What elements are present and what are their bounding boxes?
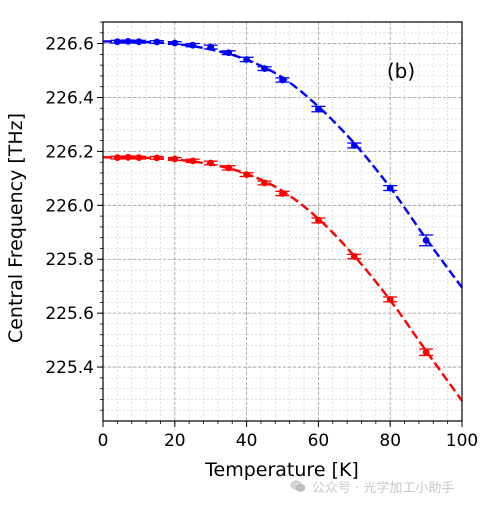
marker [243,171,251,178]
data-point-series-2 [419,348,434,357]
marker [315,105,322,113]
y-tick-label: 226.4 [45,88,94,108]
data-point-series-1 [149,38,164,46]
marker [207,159,215,167]
y-tick-label: 225.4 [45,358,94,378]
marker [189,157,197,165]
plot-frame [102,21,463,422]
marker [350,253,358,260]
x-tick-label: 60 [308,431,330,451]
panel-label: (b) [387,59,415,83]
data-point-series-2 [311,217,326,224]
data-point-series-2 [239,171,254,178]
data-point-series-1 [257,65,272,73]
x-tick-label: 100 [446,431,478,451]
data-point-series-1 [311,105,326,113]
marker [243,56,251,63]
marker [124,153,132,161]
data-point-series-1 [203,43,218,51]
marker [279,76,286,84]
ticks [97,21,463,427]
data-point-series-1 [239,56,254,63]
marker [225,49,233,57]
marker [386,296,394,303]
y-tick-label: 226.6 [45,35,94,55]
marker [124,38,132,45]
marker [225,164,233,172]
data-point-series-2 [203,159,218,167]
y-axis-label: Central Frequency [THz] [5,113,27,343]
y-tick-label: 225.6 [45,304,94,324]
y-tick-label: 226.0 [45,196,94,216]
marker [153,154,161,162]
data-point-series-2 [131,154,146,162]
watermark-text: 公众号 · 光学加工小助手 [312,480,455,496]
data-point-series-2 [275,190,290,197]
marker [113,38,121,46]
data-point-series-1 [185,41,200,49]
data-point-series-2 [347,253,362,260]
data-point-series-1 [347,142,362,149]
axes-frame [102,21,463,422]
marker [315,217,322,224]
x-axis-label: Temperature [K] [204,459,359,481]
x-tick-label: 80 [379,431,401,451]
marker [422,348,430,356]
data-point-series-2 [257,179,272,187]
marker [135,154,143,162]
marker [189,41,197,49]
marker [171,39,179,47]
wechat-icon [290,480,306,492]
marker [279,190,286,197]
marker [261,65,268,73]
data-point-series-2 [185,157,200,165]
marker [153,38,161,46]
plot-background [103,22,462,421]
marker [113,154,121,162]
marker [135,38,143,46]
x-tick-label: 40 [236,431,258,451]
data-points [110,38,434,357]
marker [350,142,358,149]
data-point-series-1 [221,49,236,57]
data-point-series-2 [221,164,236,172]
data-point-series-2 [167,155,182,163]
tick-labels: 0 20 40 60 80 100 225.4 225.6 225.8 226.0 226.2 226… [45,35,478,451]
marker [171,155,179,163]
marker [422,236,430,244]
x-tick-label: 20 [164,431,186,451]
data-point-series-2 [149,154,164,162]
marker [207,43,215,51]
marker [386,184,394,192]
marker [261,179,268,187]
plot-area [103,22,462,421]
data-point-series-1 [167,39,182,47]
data-point-series-2 [383,296,398,303]
y-tick-label: 226.2 [45,142,94,162]
y-tick-label: 225.8 [45,250,94,270]
data-point-series-1 [275,76,290,84]
watermark: 公众号 · 光学加工小助手 [290,475,454,497]
data-point-series-1 [131,38,146,46]
x-tick-label: 0 [98,431,109,451]
data-point-series-1 [419,234,434,247]
data-point-series-1 [383,184,398,192]
